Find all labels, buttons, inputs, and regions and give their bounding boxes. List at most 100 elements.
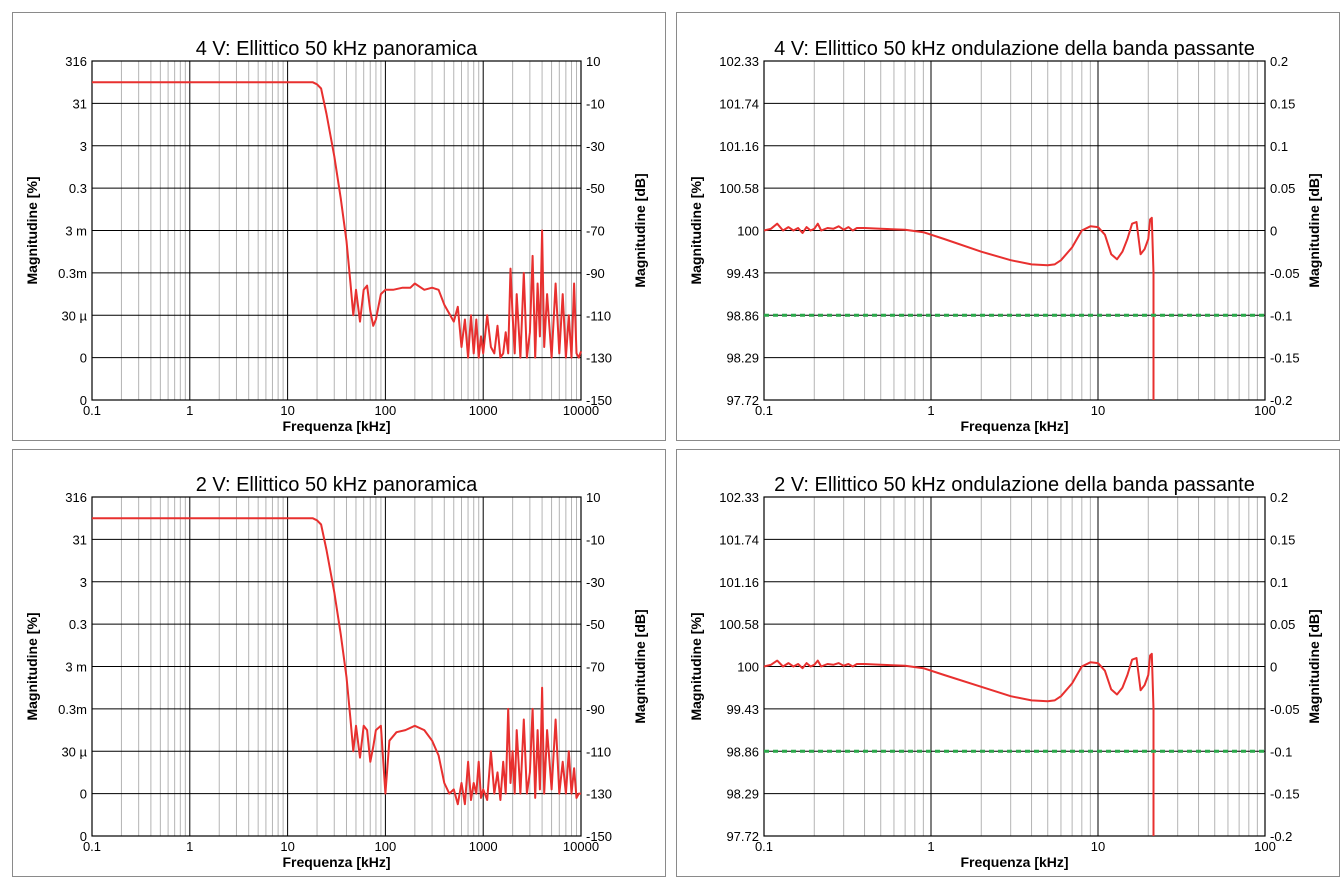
y-right-axis-label: Magnitudine [dB] [632,173,648,287]
x-tick-label: 10 [280,839,294,854]
y-right-tick-label: 0.15 [1270,532,1295,547]
y-left-tick-label: 3 m [65,224,87,239]
y-right-tick-label: 0.15 [1270,96,1295,111]
y-right-tick-label: -130 [586,787,612,802]
response-curve [763,216,1155,400]
y-left-tick-label: 100.58 [719,181,759,196]
x-tick-label: 100 [1254,839,1276,854]
y-left-tick-label: 0.3 [69,617,87,632]
y-right-tick-label: -130 [586,351,612,366]
x-axis-label: Frequenza [kHz] [282,854,390,870]
y-right-tick-label: -10 [586,96,605,111]
y-right-tick-label: -70 [586,224,605,239]
x-tick-label: 1000 [469,403,498,418]
x-tick-label: 1000 [469,839,498,854]
y-right-tick-label: -30 [586,139,605,154]
chart-svg: 0.1 1 10 100 102.33 0.2 101.74 0.15 101.16 0.1 100… [688,474,1322,870]
y-left-tick-label: 97.72 [726,393,759,408]
y-right-tick-label: -30 [586,575,605,590]
x-tick-label: 10 [1091,839,1105,854]
y-left-tick-label: 0 [80,829,87,844]
y-right-tick-label: -90 [586,266,605,281]
chart-title: 4 V: Ellittico 50 kHz panoramica [196,38,478,60]
y-left-tick-label: 31 [73,96,87,111]
y-left-tick-label: 31 [73,532,87,547]
y-right-tick-label: -110 [586,308,611,323]
x-tick-label: 10 [280,403,294,418]
y-right-tick-label: -0.15 [1270,351,1300,366]
x-tick-label: 0.1 [83,839,101,854]
y-right-tick-label: -50 [586,181,605,196]
y-left-axis-label: Magnitudine [%] [24,612,40,720]
y-right-tick-label: -0.1 [1270,308,1292,323]
y-left-tick-label: 30 µ [61,744,87,759]
x-tick-label: 10000 [563,839,599,854]
y-right-axis-label: Magnitudine [dB] [1306,173,1322,287]
y-right-tick-label: -70 [586,660,605,675]
plot-frame [91,60,582,401]
major-gridlines [91,496,582,837]
x-tick-label: 10000 [563,403,599,418]
x-tick-label: 0.1 [755,839,773,854]
y-left-axis-label: Magnitudine [%] [24,176,40,284]
y-left-tick-label: 97.72 [726,829,759,844]
response-curve [92,81,582,359]
y-left-tick-label: 98.86 [726,744,759,759]
chart-title: 4 V: Ellittico 50 kHz ondulazione della … [774,38,1255,60]
chart-panel-2v-passband-ripple: 0.1 1 10 100 102.33 0.2 101.74 0.15 101.16 0.1 100… [676,449,1340,877]
chart-svg: 0.1 1 10 100 1000 10000 316 10 31 -10 3 -30 0.3 -50 3 … [24,474,648,870]
y-left-tick-label: 3 [80,575,87,590]
y-right-tick-label: -0.05 [1270,702,1300,717]
y-right-tick-label: -0.2 [1270,829,1292,844]
x-axis-label: Frequenza [kHz] [282,418,390,434]
y-left-tick-label: 0 [80,393,87,408]
y-left-tick-label: 99.43 [726,266,759,281]
y-right-tick-label: -90 [586,702,605,717]
y-right-tick-label: 0.1 [1270,139,1288,154]
chart-title: 2 V: Ellittico 50 kHz ondulazione della … [774,474,1255,496]
y-right-axis-label: Magnitudine [dB] [632,609,648,723]
chart-title: 2 V: Ellittico 50 kHz panoramica [196,474,478,496]
y-left-tick-label: 99.43 [726,702,759,717]
y-right-tick-label: 0 [1270,224,1277,239]
y-right-tick-label: -0.2 [1270,393,1292,408]
y-left-tick-label: 100.58 [719,617,759,632]
x-tick-label: 100 [1254,403,1276,418]
x-tick-label: 10 [1091,403,1105,418]
y-left-tick-label: 316 [65,490,87,505]
chart-panel-4v-overview: 0.1 1 10 100 1000 10000 316 10 31 -10 3 -30 0.3 -50 3 … [12,12,666,441]
y-left-tick-label: 3 [80,139,87,154]
y-left-tick-label: 0.3m [58,702,87,717]
y-left-tick-label: 0 [80,787,87,802]
y-left-tick-label: 0.3 [69,181,87,196]
y-right-tick-label: -10 [586,532,605,547]
y-right-tick-label: 0.05 [1270,617,1295,632]
y-left-tick-label: 100 [737,660,759,675]
y-right-tick-label: -0.1 [1270,744,1292,759]
y-right-tick-label: 0 [1270,660,1277,675]
x-tick-label: 1 [186,403,193,418]
y-left-tick-label: 30 µ [61,308,87,323]
x-tick-label: 1 [927,403,934,418]
y-right-tick-label: -150 [586,829,612,844]
x-tick-label: 1 [927,839,934,854]
y-left-tick-label: 101.16 [719,575,759,590]
major-gridlines [763,496,1266,837]
x-tick-label: 100 [375,403,397,418]
x-tick-label: 100 [375,839,397,854]
y-left-axis-label: Magnitudine [%] [688,176,704,284]
y-left-tick-label: 0.3m [58,266,87,281]
response-curve [92,517,581,806]
y-left-tick-label: 98.29 [726,351,759,366]
y-right-tick-label: 10 [586,490,600,505]
y-left-tick-label: 0 [80,351,87,366]
y-left-tick-label: 101.74 [719,96,759,111]
y-right-tick-label: -0.15 [1270,787,1300,802]
y-left-tick-label: 102.33 [719,54,759,69]
plot-frame [91,496,582,837]
y-left-axis-label: Magnitudine [%] [688,612,704,720]
chart-svg: 0.1 1 10 100 1000 10000 316 10 31 -10 3 -30 0.3 -50 3 … [24,38,648,434]
y-right-tick-label: 10 [586,54,600,69]
y-right-axis-label: Magnitudine [dB] [1306,609,1322,723]
x-tick-label: 0.1 [83,403,101,418]
